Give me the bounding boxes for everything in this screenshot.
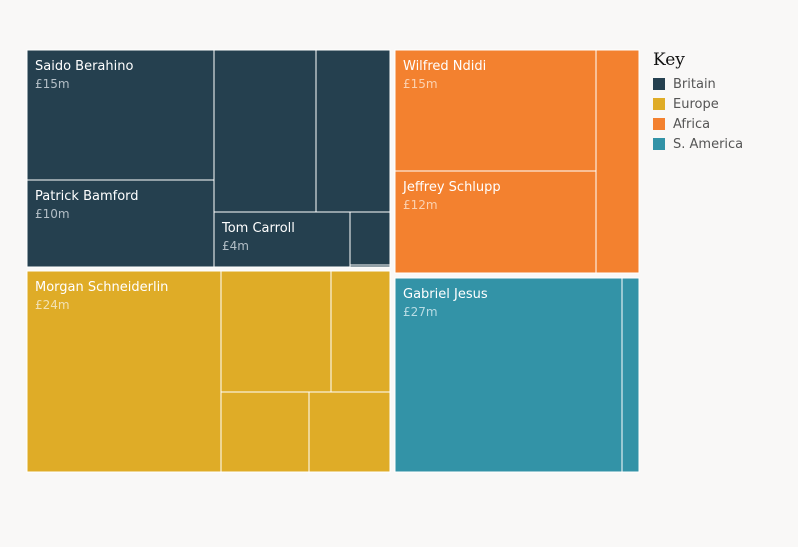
tile-value-jeffrey-schlupp: £12m [403,198,438,212]
tile-wilfred-ndidi [394,49,597,172]
legend-entry-s-america: S. America [653,134,743,154]
tile-britain-7 [349,264,391,268]
tile-value-patrick-bamford: £10m [35,207,70,221]
tile-europe-4 [220,391,310,473]
tile-name-wilfred-ndidi: Wilfred Ndidi [403,59,486,74]
tile-europe-5 [308,391,391,473]
tile-britain-3 [213,49,317,213]
tile-jeffrey-schlupp [394,170,597,274]
tile-europe-2 [220,270,332,393]
tile-name-gabriel-jesus: Gabriel Jesus [403,287,488,302]
tile-tom-carroll [213,211,351,268]
tile-value-saido-berahino: £15m [35,77,70,91]
tile-name-saido-berahino: Saido Berahino [35,59,133,74]
tile-saido-berahino [26,49,215,181]
tile-name-tom-carroll: Tom Carroll [221,221,295,236]
tile-s-america-2 [621,277,640,473]
legend-title: Key [653,50,685,70]
legend: Key Britain Europe Africa S. America [653,50,743,154]
legend-swatch-europe [653,98,665,110]
tile-africa-3 [595,49,640,274]
tile-name-morgan-schneiderlin: Morgan Schneiderlin [35,280,168,295]
legend-label-s-america: S. America [673,136,744,152]
legend-label-britain: Britain [673,76,716,92]
tile-value-gabriel-jesus: £27m [403,305,438,319]
tile-europe-3 [330,270,391,393]
legend-entry-africa: Africa [653,114,743,134]
legend-swatch-s-america [653,138,665,150]
tile-britain-4 [315,49,391,213]
tile-name-jeffrey-schlupp: Jeffrey Schlupp [402,180,501,195]
legend-label-africa: Africa [673,116,711,132]
tile-value-wilfred-ndidi: £15m [403,77,438,91]
tile-name-patrick-bamford: Patrick Bamford [35,189,139,204]
legend-swatch-africa [653,118,665,130]
tile-gabriel-jesus [394,277,623,473]
tile-morgan-schneiderlin [26,270,222,473]
tile-britain-6 [349,211,391,266]
legend-label-europe: Europe [673,96,719,112]
legend-swatch-britain [653,78,665,90]
tile-value-tom-carroll: £4m [222,239,249,253]
legend-entry-britain: Britain [653,74,743,94]
tile-value-morgan-schneiderlin: £24m [35,298,70,312]
legend-entry-europe: Europe [653,94,743,114]
